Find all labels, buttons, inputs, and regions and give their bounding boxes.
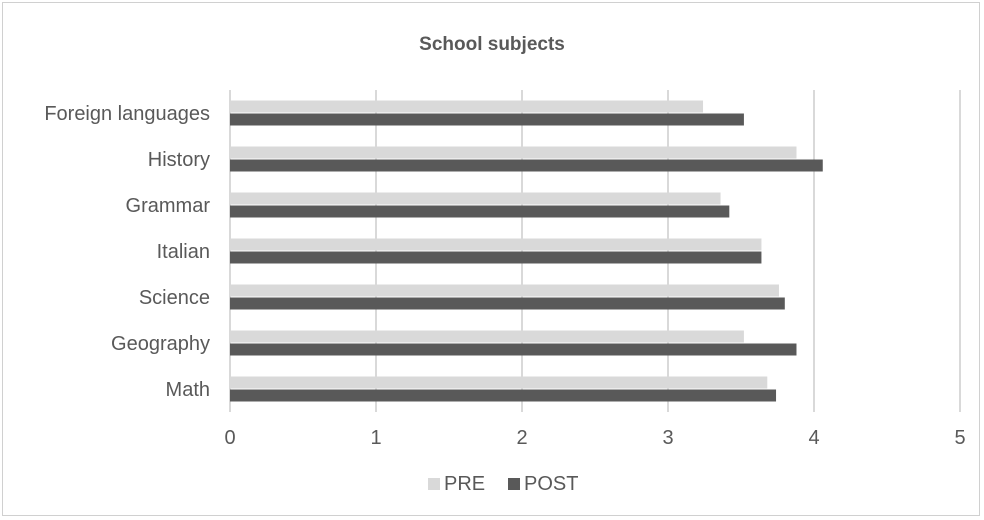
category-label: Math	[166, 379, 210, 401]
bar-pre-italian	[230, 238, 762, 251]
bar-post-italian	[230, 251, 762, 264]
category-label: Science	[139, 287, 210, 309]
legend-label-pre: PRE	[444, 473, 485, 495]
bar-post-history	[230, 159, 823, 172]
category-label: History	[148, 149, 210, 171]
bar-post-geography	[230, 343, 797, 356]
gridlines	[229, 90, 961, 412]
legend-label-post: POST	[524, 473, 578, 495]
legend-swatch-post	[508, 478, 520, 490]
category-labels: Foreign languages History Grammar Italian Sc…	[44, 103, 210, 401]
bar-post-math	[230, 389, 777, 402]
legend-swatch-pre	[428, 478, 440, 490]
x-tick-labels: 0 1 2 3 4 5	[224, 427, 965, 449]
category-label: Italian	[157, 241, 210, 263]
x-tick-label: 2	[516, 427, 527, 449]
bar-pre-science	[230, 284, 779, 297]
category-label: Grammar	[126, 195, 211, 217]
bar-post-grammar	[230, 205, 730, 218]
bar-pre-foreign-languages	[230, 100, 704, 113]
bar-pre-history	[230, 146, 797, 159]
category-label: Foreign languages	[44, 103, 210, 125]
bar-pre-math	[230, 376, 768, 389]
bar-post-foreign-languages	[230, 113, 744, 126]
x-tick-label: 0	[224, 427, 235, 449]
x-tick-label: 3	[662, 427, 673, 449]
x-tick-label: 1	[370, 427, 381, 449]
bar-pre-grammar	[230, 192, 721, 205]
legend: PRE POST	[428, 473, 578, 495]
bar-pre-geography	[230, 330, 744, 343]
x-tick-label: 4	[808, 427, 819, 449]
chart-title: School subjects	[419, 34, 565, 55]
category-label: Geography	[111, 333, 210, 355]
bars	[230, 100, 823, 402]
bar-post-science	[230, 297, 785, 310]
x-tick-label: 5	[954, 427, 965, 449]
